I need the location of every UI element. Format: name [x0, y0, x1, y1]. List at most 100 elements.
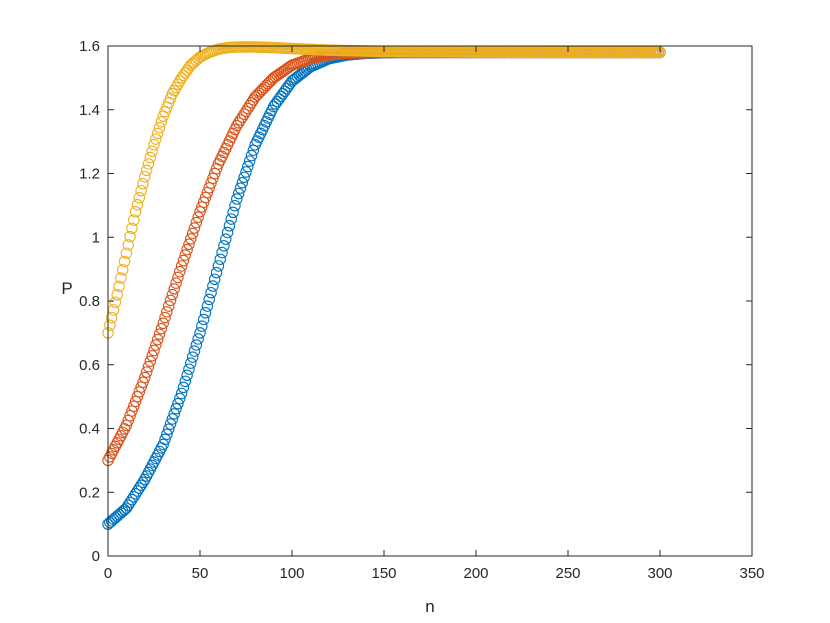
- x-tick-label: 50: [192, 565, 209, 582]
- data-point: [142, 360, 155, 373]
- data-point: [174, 265, 186, 278]
- data-point: [166, 88, 179, 100]
- data-point: [159, 433, 171, 446]
- x-tick-label: 150: [371, 565, 396, 582]
- data-point: [179, 249, 192, 261]
- data-point: [183, 238, 195, 251]
- data-point: [185, 357, 197, 369]
- data-point: [170, 402, 182, 415]
- data-point: [129, 206, 142, 218]
- data-point: [157, 317, 169, 330]
- data-point: [137, 177, 149, 190]
- data-point: [242, 160, 254, 173]
- data-point: [186, 351, 199, 363]
- data-point: [192, 211, 204, 223]
- y-tick-label: 0: [92, 548, 100, 565]
- data-point: [168, 408, 180, 420]
- data-point: [227, 206, 239, 219]
- data-point: [218, 240, 230, 252]
- data-point: [153, 121, 166, 134]
- data-point: [153, 328, 166, 340]
- data-point: [164, 294, 177, 307]
- data-point: [126, 493, 138, 506]
- data-point: [243, 155, 256, 167]
- data-point: [210, 266, 223, 279]
- data-point: [172, 397, 184, 410]
- data-point: [232, 187, 245, 200]
- data-point: [159, 311, 171, 324]
- data-point: [207, 280, 219, 292]
- data-point: [124, 496, 136, 509]
- x-tick-label: 200: [463, 565, 488, 582]
- data-point: [162, 300, 175, 312]
- data-point: [183, 363, 195, 375]
- data-point: [225, 213, 238, 225]
- y-tick-label: 1.6: [79, 38, 100, 55]
- y-tick-label: 1.4: [79, 102, 100, 119]
- data-point: [133, 191, 146, 204]
- data-point: [177, 254, 190, 267]
- data-point: [177, 381, 190, 394]
- data-point: [128, 214, 140, 226]
- data-point: [201, 300, 214, 312]
- data-point: [190, 339, 203, 351]
- data-point: [196, 320, 208, 332]
- data-point: [236, 176, 249, 189]
- data-point: [126, 222, 138, 235]
- data-point: [116, 264, 129, 276]
- data-point: [240, 105, 252, 118]
- data-point: [104, 319, 116, 331]
- data-point: [131, 198, 144, 211]
- data-point: [105, 311, 118, 324]
- data-point: [220, 233, 232, 245]
- data-point: [148, 344, 160, 357]
- data-point: [194, 327, 206, 339]
- data-point: [205, 286, 217, 299]
- x-tick-label: 350: [739, 565, 764, 582]
- y-tick-label: 0.8: [79, 293, 100, 310]
- data-point: [150, 133, 162, 145]
- data-point: [199, 307, 212, 319]
- data-point: [168, 84, 180, 97]
- series-2: [102, 41, 666, 339]
- data-point: [139, 371, 151, 384]
- data-point: [150, 339, 162, 351]
- data-point: [223, 220, 236, 232]
- data-point: [197, 313, 210, 326]
- data-point: [188, 345, 201, 357]
- data-point: [175, 260, 188, 272]
- x-tick-label: 100: [279, 565, 304, 582]
- data-point: [174, 75, 186, 87]
- data-point: [161, 428, 173, 440]
- data-point: [181, 243, 193, 256]
- data-point: [144, 151, 157, 164]
- data-point: [166, 413, 179, 425]
- data-point: [155, 322, 168, 335]
- data-point: [131, 485, 144, 497]
- y-axis-label: P: [61, 279, 72, 298]
- data-point: [245, 149, 258, 162]
- plot-area: [108, 46, 752, 556]
- data-point: [129, 488, 142, 500]
- data-point: [133, 482, 146, 494]
- data-point: [166, 288, 179, 301]
- data-point: [175, 387, 188, 400]
- data-point: [155, 116, 168, 128]
- data-point: [140, 164, 153, 177]
- data-point: [234, 114, 247, 126]
- data-point: [238, 171, 250, 184]
- data-point: [181, 369, 193, 382]
- data-point: [229, 199, 241, 212]
- data-point: [128, 490, 140, 503]
- data-point: [164, 418, 177, 430]
- data-point: [146, 350, 158, 362]
- data-point: [212, 260, 225, 272]
- data-point: [122, 239, 134, 251]
- y-tick-label: 1.2: [79, 166, 100, 183]
- data-point: [186, 227, 199, 240]
- data-point: [122, 499, 134, 512]
- series-layer: [102, 41, 666, 530]
- data-point: [162, 423, 175, 435]
- data-point: [135, 184, 147, 197]
